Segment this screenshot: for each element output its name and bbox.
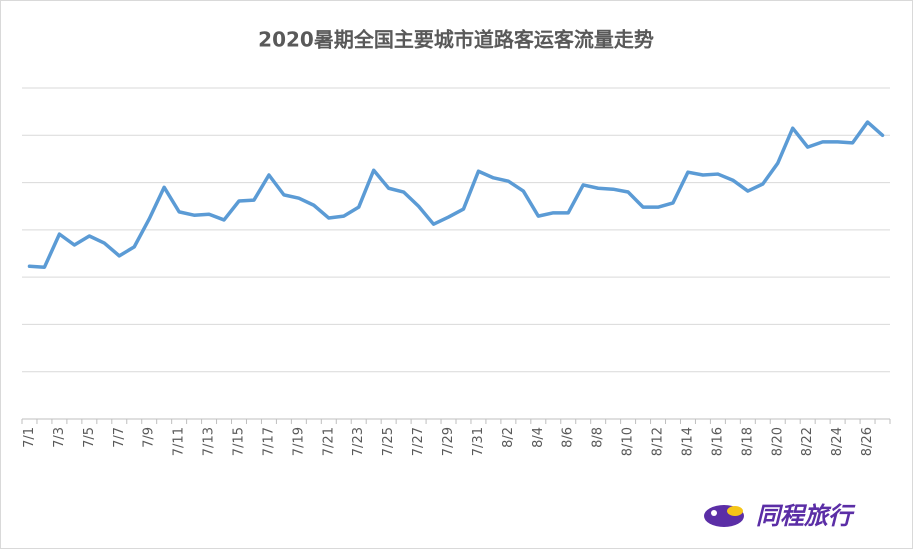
x-tick-label: 8/8 [591, 427, 606, 448]
x-tick-label: 7/15 [232, 427, 247, 456]
x-tick-label: 8/24 [830, 427, 845, 456]
x-tick-label: 8/16 [710, 427, 725, 456]
x-tick-label: 7/9 [142, 427, 157, 448]
x-tick-label: 7/1 [22, 427, 37, 448]
chart-title: 2020暑期全国主要城市道路客运客流量走势 [258, 28, 654, 52]
x-tick-label: 8/2 [501, 427, 516, 448]
x-tick-label: 7/13 [202, 427, 217, 456]
x-tick-label: 7/29 [441, 427, 456, 456]
x-tick-label: 8/26 [860, 427, 875, 456]
x-tick-label: 8/22 [800, 427, 815, 456]
x-tick-label: 7/25 [381, 427, 396, 456]
x-tick-label: 7/3 [52, 427, 67, 448]
x-tick-label: 7/17 [261, 427, 276, 456]
brand-logo: 同程旅行 [704, 502, 856, 530]
x-tick-label: 7/11 [172, 427, 187, 456]
x-tick-label: 7/23 [351, 427, 366, 456]
x-tick-label: 7/7 [112, 427, 127, 448]
x-tick-label: 7/19 [291, 427, 306, 456]
x-tick-label: 8/20 [770, 427, 785, 456]
line [27, 120, 885, 269]
x-tick-label: 8/10 [621, 427, 636, 456]
brand-name: 同程旅行 [756, 502, 856, 530]
x-tick-label: 8/4 [531, 427, 546, 448]
x-tick-label: 8/6 [561, 427, 576, 448]
x-tick-label: 8/18 [740, 427, 755, 456]
x-tick-label: 7/5 [82, 427, 97, 448]
x-tick-label: 7/21 [321, 427, 336, 456]
x-tick-label: 7/27 [411, 427, 426, 456]
x-tick-label: 8/12 [651, 427, 666, 456]
x-tick-label: 8/14 [680, 427, 695, 456]
x-tick-label: 7/31 [471, 427, 486, 456]
